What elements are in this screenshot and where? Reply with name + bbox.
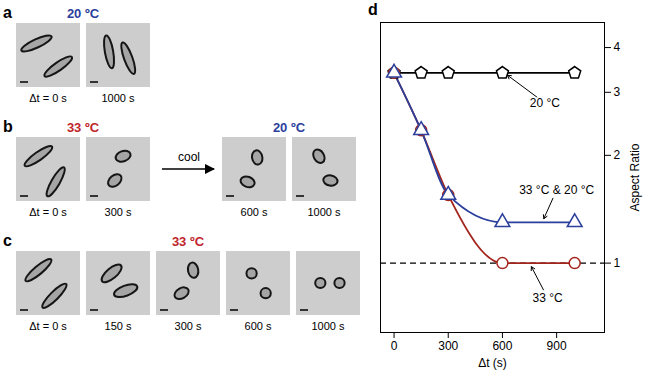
svg-text:Δt = 0 s: Δt = 0 s	[29, 320, 67, 332]
svg-text:33 °C & 20 °C: 33 °C & 20 °C	[519, 183, 594, 197]
svg-text:Δt = 0 s: Δt = 0 s	[29, 92, 67, 104]
svg-text:b: b	[3, 118, 13, 135]
svg-text:600: 600	[492, 339, 512, 353]
svg-text:20 °C: 20 °C	[530, 96, 560, 110]
svg-text:600 s: 600 s	[245, 320, 272, 332]
svg-text:Δt (s): Δt (s)	[478, 356, 507, 370]
svg-text:2: 2	[614, 148, 621, 162]
svg-text:33 °C: 33 °C	[533, 291, 563, 305]
svg-text:900: 900	[547, 339, 567, 353]
svg-text:33 ºC: 33 ºC	[172, 234, 205, 249]
svg-text:c: c	[3, 232, 12, 249]
svg-text:1000 s: 1000 s	[307, 206, 341, 218]
svg-text:1000 s: 1000 s	[311, 320, 345, 332]
svg-text:1: 1	[614, 256, 621, 270]
svg-text:Aspect Ratio: Aspect Ratio	[628, 143, 642, 211]
svg-text:300: 300	[438, 339, 458, 353]
svg-text:Δt = 0 s: Δt = 0 s	[29, 206, 67, 218]
svg-text:3: 3	[614, 85, 621, 99]
svg-text:a: a	[3, 4, 12, 21]
svg-text:1000 s: 1000 s	[101, 92, 135, 104]
svg-text:300 s: 300 s	[175, 320, 202, 332]
svg-text:150 s: 150 s	[105, 320, 132, 332]
svg-text:33 ºC: 33 ºC	[67, 120, 100, 135]
svg-text:20 ºC: 20 ºC	[273, 120, 306, 135]
html-text:d: d	[368, 1, 378, 18]
svg-text:0: 0	[391, 339, 398, 353]
svg-text:4: 4	[614, 40, 621, 54]
svg-text:20 ºC: 20 ºC	[67, 6, 100, 21]
svg-text:300 s: 300 s	[105, 206, 132, 218]
svg-text:600 s: 600 s	[241, 206, 268, 218]
svg-text:cool: cool	[178, 150, 200, 164]
